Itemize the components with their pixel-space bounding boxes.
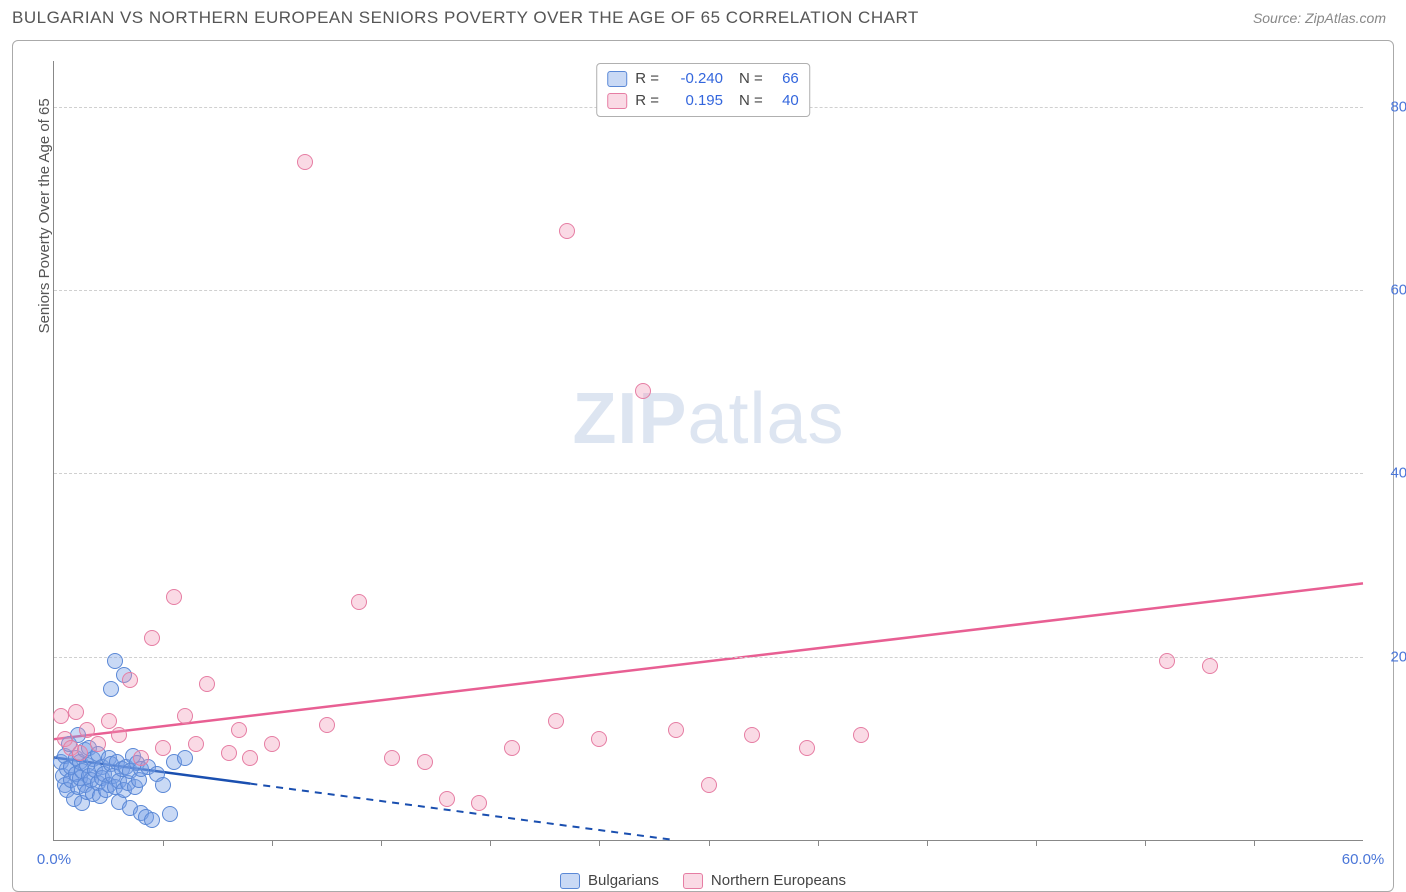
data-point-northern_europeans (668, 722, 684, 738)
data-point-northern_europeans (68, 704, 84, 720)
legend-swatch-northern_europeans (607, 93, 627, 109)
y-tick-label: 20.0% (1373, 648, 1406, 665)
data-point-northern_europeans (242, 750, 258, 766)
corr-n-label: N = (739, 68, 763, 90)
series-swatch-bulgarians (560, 873, 580, 889)
data-point-northern_europeans (231, 722, 247, 738)
corr-n-value-bulgarians: 66 (769, 68, 799, 90)
series-label-bulgarians: Bulgarians (588, 872, 659, 889)
series-swatch-northern_europeans (683, 873, 703, 889)
data-point-northern_europeans (351, 594, 367, 610)
data-point-northern_europeans (559, 223, 575, 239)
corr-legend-row-northern_europeans: R = 0.195 N = 40 (607, 90, 799, 112)
x-minor-tick (490, 840, 491, 846)
data-point-northern_europeans (319, 717, 335, 733)
series-legend-row-bulgarians: Bulgarians (560, 872, 659, 889)
x-minor-tick (709, 840, 710, 846)
data-point-northern_europeans (199, 676, 215, 692)
x-minor-tick (818, 840, 819, 846)
x-tick-label: 60.0% (1342, 851, 1385, 868)
trend-lines-svg (54, 61, 1363, 840)
data-point-northern_europeans (1202, 658, 1218, 674)
data-point-northern_europeans (799, 740, 815, 756)
x-minor-tick (1145, 840, 1146, 846)
x-minor-tick (927, 840, 928, 846)
data-point-northern_europeans (1159, 653, 1175, 669)
data-point-northern_europeans (111, 727, 127, 743)
x-minor-tick (272, 840, 273, 846)
chart-title: BULGARIAN VS NORTHERN EUROPEAN SENIORS P… (12, 8, 919, 28)
watermark-rest: atlas (687, 379, 844, 459)
corr-n-value-northern_europeans: 40 (769, 90, 799, 112)
corr-legend-row-bulgarians: R = -0.240 N = 66 (607, 68, 799, 90)
x-tick-label: 0.0% (37, 851, 71, 868)
data-point-bulgarians (177, 750, 193, 766)
gridline (54, 473, 1363, 474)
series-label-northern_europeans: Northern Europeans (711, 872, 846, 889)
x-minor-tick (1036, 840, 1037, 846)
data-point-bulgarians (103, 681, 119, 697)
data-point-northern_europeans (439, 791, 455, 807)
corr-r-value-northern_europeans: 0.195 (665, 90, 723, 112)
data-point-northern_europeans (221, 745, 237, 761)
data-point-bulgarians (155, 777, 171, 793)
data-point-northern_europeans (90, 736, 106, 752)
plot-area: Seniors Poverty Over the Age of 65 ZIPat… (53, 61, 1363, 841)
data-point-bulgarians (144, 812, 160, 828)
y-tick-label: 80.0% (1373, 98, 1406, 115)
chart-container: Seniors Poverty Over the Age of 65 ZIPat… (12, 40, 1394, 892)
corr-n-label: N = (739, 90, 763, 112)
data-point-northern_europeans (591, 731, 607, 747)
data-point-northern_europeans (297, 154, 313, 170)
data-point-northern_europeans (133, 750, 149, 766)
data-point-northern_europeans (548, 713, 564, 729)
data-point-northern_europeans (504, 740, 520, 756)
x-minor-tick (1254, 840, 1255, 846)
data-point-northern_europeans (166, 589, 182, 605)
data-point-northern_europeans (384, 750, 400, 766)
data-point-northern_europeans (701, 777, 717, 793)
data-point-northern_europeans (144, 630, 160, 646)
y-tick-label: 60.0% (1373, 282, 1406, 299)
data-point-northern_europeans (53, 708, 69, 724)
data-point-bulgarians (162, 806, 178, 822)
data-point-northern_europeans (264, 736, 280, 752)
gridline (54, 290, 1363, 291)
corr-r-value-bulgarians: -0.240 (665, 68, 723, 90)
legend-swatch-bulgarians (607, 71, 627, 87)
data-point-northern_europeans (177, 708, 193, 724)
y-tick-label: 40.0% (1373, 465, 1406, 482)
data-point-northern_europeans (471, 795, 487, 811)
data-point-northern_europeans (744, 727, 760, 743)
data-point-northern_europeans (188, 736, 204, 752)
data-point-northern_europeans (853, 727, 869, 743)
series-legend-row-northern_europeans: Northern Europeans (683, 872, 846, 889)
x-minor-tick (163, 840, 164, 846)
data-point-northern_europeans (72, 745, 88, 761)
y-axis-label: Seniors Poverty Over the Age of 65 (36, 98, 53, 333)
x-minor-tick (599, 840, 600, 846)
corr-r-label: R = (635, 90, 659, 112)
data-point-northern_europeans (155, 740, 171, 756)
data-point-northern_europeans (79, 722, 95, 738)
corr-r-label: R = (635, 68, 659, 90)
data-point-northern_europeans (417, 754, 433, 770)
watermark-bold: ZIP (572, 379, 687, 459)
x-minor-tick (381, 840, 382, 846)
correlation-legend: R = -0.240 N = 66 R = 0.195 N = 40 (596, 63, 810, 117)
source-attribution: Source: ZipAtlas.com (1253, 10, 1386, 26)
data-point-northern_europeans (101, 713, 117, 729)
trend-line-dashed-bulgarians (250, 784, 674, 840)
watermark: ZIPatlas (572, 378, 844, 460)
data-point-northern_europeans (635, 383, 651, 399)
series-legend: Bulgarians Northern Europeans (560, 872, 846, 889)
data-point-northern_europeans (122, 672, 138, 688)
